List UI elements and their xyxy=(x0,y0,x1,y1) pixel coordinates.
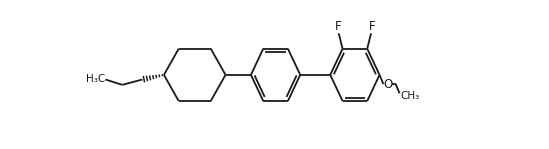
Text: CH₃: CH₃ xyxy=(401,91,420,101)
Text: F: F xyxy=(368,20,375,33)
Text: O: O xyxy=(383,78,393,91)
Text: F: F xyxy=(335,20,341,33)
Text: H₃C: H₃C xyxy=(86,74,105,84)
